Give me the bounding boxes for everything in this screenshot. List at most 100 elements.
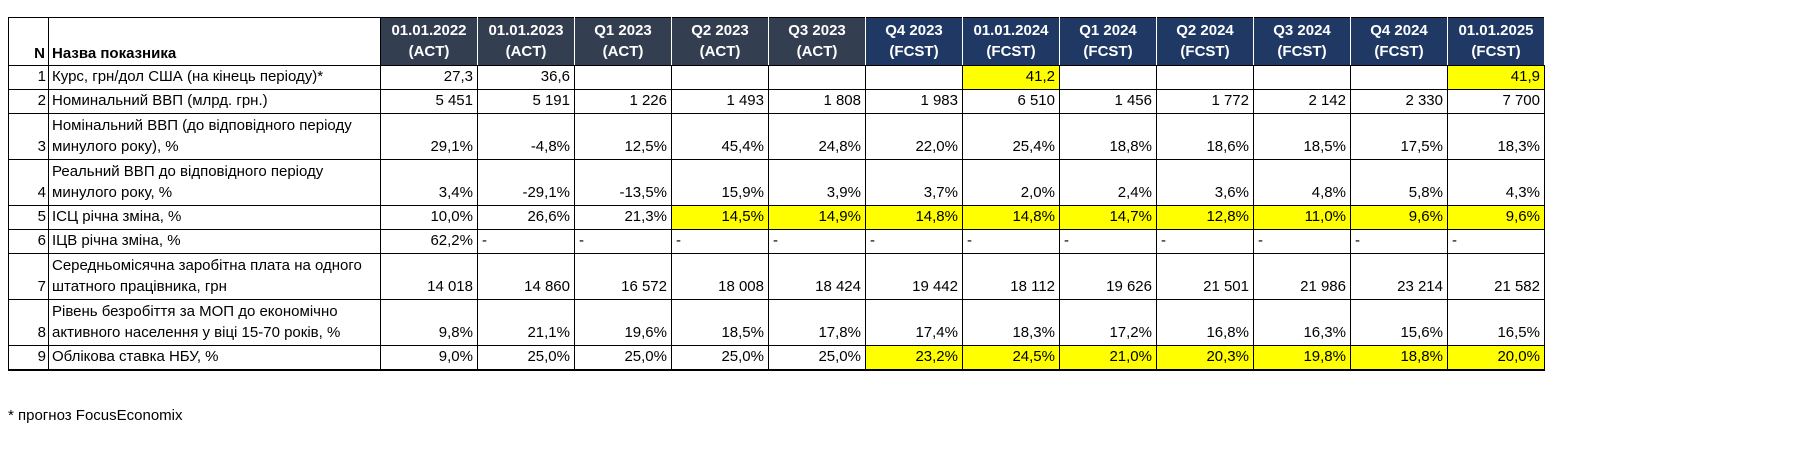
value-cell[interactable]: 1 983 [865, 89, 963, 114]
value-cell[interactable]: - [1253, 229, 1351, 254]
value-cell[interactable] [1059, 65, 1157, 90]
value-cell[interactable]: - [477, 229, 575, 254]
value-cell[interactable]: 21 501 [1156, 253, 1254, 300]
value-cell[interactable]: 16 572 [574, 253, 672, 300]
value-cell[interactable]: - [768, 229, 866, 254]
value-cell[interactable]: 1 456 [1059, 89, 1157, 114]
value-cell[interactable]: 1 808 [768, 89, 866, 114]
value-cell[interactable]: 21 986 [1253, 253, 1351, 300]
value-cell[interactable]: 15,6% [1350, 299, 1448, 346]
row-number[interactable]: 1 [8, 65, 49, 90]
value-cell[interactable]: 18,6% [1156, 113, 1254, 160]
indicator-label[interactable]: Рівень безробіття за МОП до економічно а… [48, 299, 381, 346]
row-number[interactable]: 4 [8, 159, 49, 206]
value-cell[interactable]: 19,6% [574, 299, 672, 346]
value-cell[interactable] [1350, 65, 1448, 90]
value-cell[interactable]: - [1447, 229, 1545, 254]
value-cell[interactable]: 21,3% [574, 205, 672, 230]
value-cell[interactable]: 1 772 [1156, 89, 1254, 114]
column-header-Q3-2024[interactable]: Q3 2024 (FCST) [1253, 17, 1351, 66]
value-cell[interactable]: - [671, 229, 769, 254]
value-cell[interactable]: 5 191 [477, 89, 575, 114]
value-cell[interactable]: 14,8% [962, 205, 1060, 230]
value-cell[interactable]: - [574, 229, 672, 254]
value-cell[interactable]: 16,5% [1447, 299, 1545, 346]
value-cell[interactable]: 12,5% [574, 113, 672, 160]
value-cell[interactable]: 6 510 [962, 89, 1060, 114]
value-cell[interactable]: 20,3% [1156, 345, 1254, 371]
value-cell[interactable]: 23,2% [865, 345, 963, 371]
value-cell[interactable]: 15,9% [671, 159, 769, 206]
value-cell[interactable]: 9,0% [380, 345, 478, 371]
column-header-Q4-2024[interactable]: Q4 2024 (FCST) [1350, 17, 1448, 66]
indicator-label[interactable]: Курс, грн/дол США (на кінець періоду)* [48, 65, 381, 90]
value-cell[interactable]: 25,4% [962, 113, 1060, 160]
indicator-label[interactable]: Номінальний ВВП (до відповідного періоду… [48, 113, 381, 160]
value-cell[interactable]: 20,0% [1447, 345, 1545, 371]
value-cell[interactable] [865, 65, 963, 90]
row-number[interactable]: 2 [8, 89, 49, 114]
value-cell[interactable]: 18,8% [1350, 345, 1448, 371]
row-number[interactable]: 5 [8, 205, 49, 230]
value-cell[interactable]: 36,6 [477, 65, 575, 90]
value-cell[interactable]: 41,2 [962, 65, 1060, 90]
column-header-Q2-2024[interactable]: Q2 2024 (FCST) [1156, 17, 1254, 66]
value-cell[interactable]: 12,8% [1156, 205, 1254, 230]
value-cell[interactable]: 4,3% [1447, 159, 1545, 206]
value-cell[interactable] [768, 65, 866, 90]
value-cell[interactable]: 17,2% [1059, 299, 1157, 346]
value-cell[interactable]: 3,4% [380, 159, 478, 206]
value-cell[interactable]: 2 330 [1350, 89, 1448, 114]
value-cell[interactable]: 14,9% [768, 205, 866, 230]
column-header-01-01-2025[interactable]: 01.01.2025 (FCST) [1447, 17, 1545, 66]
value-cell[interactable]: 9,6% [1447, 205, 1545, 230]
value-cell[interactable]: 17,5% [1350, 113, 1448, 160]
value-cell[interactable] [671, 65, 769, 90]
value-cell[interactable]: 16,8% [1156, 299, 1254, 346]
value-cell[interactable]: 3,6% [1156, 159, 1254, 206]
value-cell[interactable]: 25,0% [574, 345, 672, 371]
value-cell[interactable] [574, 65, 672, 90]
value-cell[interactable]: 18,3% [962, 299, 1060, 346]
value-cell[interactable]: 21,1% [477, 299, 575, 346]
column-header-Q4-2023[interactable]: Q4 2023 (FCST) [865, 17, 963, 66]
column-header-01-01-2022[interactable]: 01.01.2022 (ACT) [380, 17, 478, 66]
value-cell[interactable]: 21 582 [1447, 253, 1545, 300]
value-cell[interactable]: 24,8% [768, 113, 866, 160]
value-cell[interactable]: 17,4% [865, 299, 963, 346]
value-cell[interactable]: 11,0% [1253, 205, 1351, 230]
column-header-01-01-2024[interactable]: 01.01.2024 (FCST) [962, 17, 1060, 66]
value-cell[interactable]: 16,3% [1253, 299, 1351, 346]
value-cell[interactable]: 26,6% [477, 205, 575, 230]
column-header-Q2-2023[interactable]: Q2 2023 (ACT) [671, 17, 769, 66]
value-cell[interactable]: 5,8% [1350, 159, 1448, 206]
indicator-label[interactable]: Номинальний ВВП (млрд. грн.) [48, 89, 381, 114]
value-cell[interactable]: 1 226 [574, 89, 672, 114]
column-header-Q1-2024[interactable]: Q1 2024 (FCST) [1059, 17, 1157, 66]
value-cell[interactable] [1253, 65, 1351, 90]
value-cell[interactable]: - [962, 229, 1060, 254]
value-cell[interactable]: 18 112 [962, 253, 1060, 300]
value-cell[interactable]: 3,9% [768, 159, 866, 206]
value-cell[interactable]: 19 626 [1059, 253, 1157, 300]
value-cell[interactable]: 24,5% [962, 345, 1060, 371]
value-cell[interactable]: 17,8% [768, 299, 866, 346]
value-cell[interactable]: 7 700 [1447, 89, 1545, 114]
value-cell[interactable]: 2 142 [1253, 89, 1351, 114]
indicator-label[interactable]: Облікова ставка НБУ, % [48, 345, 381, 371]
value-cell[interactable]: 27,3 [380, 65, 478, 90]
indicator-label[interactable]: Середньомісячна заробітна плата на одног… [48, 253, 381, 300]
value-cell[interactable]: 9,8% [380, 299, 478, 346]
value-cell[interactable]: 45,4% [671, 113, 769, 160]
value-cell[interactable]: 25,0% [477, 345, 575, 371]
value-cell[interactable]: 3,7% [865, 159, 963, 206]
row-number[interactable]: 7 [8, 253, 49, 300]
value-cell[interactable]: 9,6% [1350, 205, 1448, 230]
value-cell[interactable]: - [1059, 229, 1157, 254]
indicator-label[interactable]: Реальний ВВП до відповідного періоду мин… [48, 159, 381, 206]
value-cell[interactable]: 21,0% [1059, 345, 1157, 371]
value-cell[interactable]: - [1156, 229, 1254, 254]
row-number[interactable]: 3 [8, 113, 49, 160]
value-cell[interactable]: 14,8% [865, 205, 963, 230]
value-cell[interactable] [1156, 65, 1254, 90]
